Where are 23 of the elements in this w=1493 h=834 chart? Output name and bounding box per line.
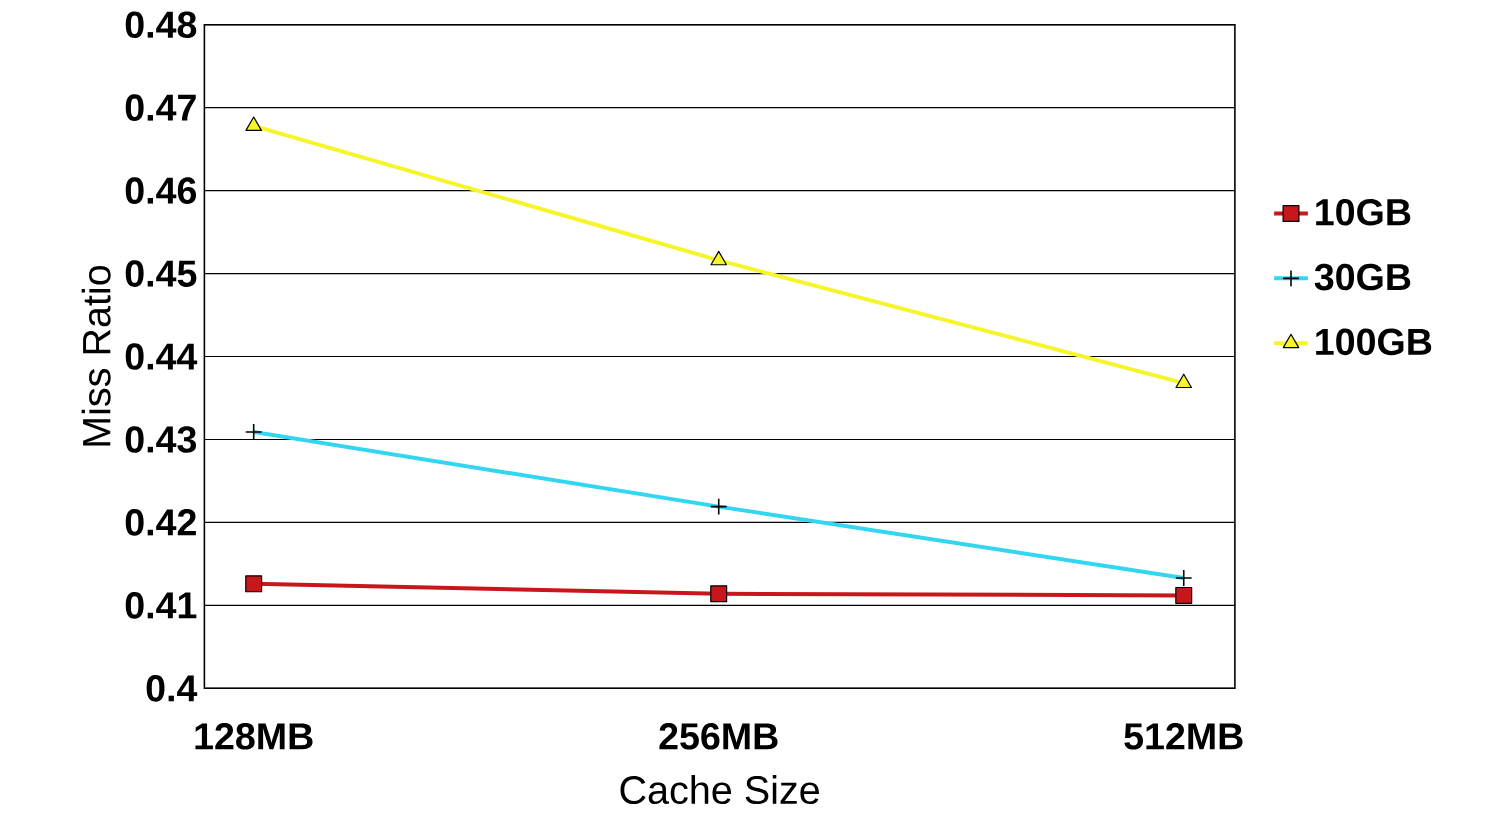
y-tick-label: 0.47 [125,94,196,122]
point [710,585,728,603]
legend-label: 10GB [1316,199,1411,226]
x-axis-title: Cache Size [620,775,819,805]
legend-label: 30GB [1314,263,1411,291]
point [245,575,263,593]
point [1175,587,1193,605]
y-tick-label: 0.42 [125,509,196,536]
x-tick-label: 128MB [195,723,313,750]
point [245,116,262,132]
x-tick-label: 256MB [659,723,778,750]
legend-label: 100GB [1316,328,1432,356]
x-tick-label: 512MB [1124,723,1243,750]
y-tick-label: 0.46 [125,177,197,205]
point [1175,373,1193,389]
point [710,250,728,266]
y-tick-label: 0.41 [125,592,197,619]
y-axis-title: Miss Ratio [81,266,111,446]
y-tick-label: 0.44 [125,343,198,370]
y-tick-label: 0.4 [146,675,198,702]
y-tick-label: 0.43 [125,426,197,453]
y-tick-label: 0.48 [125,11,197,39]
y-tick-label: 0.45 [125,260,197,288]
